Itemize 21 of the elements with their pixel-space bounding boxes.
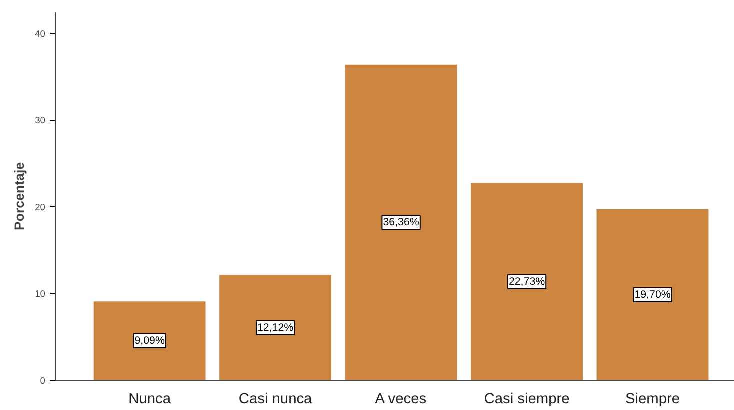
data-label: 9,09% [134,335,166,348]
x-tick-label: A veces [375,392,427,408]
x-tick-label: Nunca [128,392,172,408]
bar [94,302,206,380]
y-tick-label: 40 [35,28,46,39]
data-label: 36,36% [383,216,420,229]
bar [596,210,709,380]
data-label: 12,12% [257,322,294,334]
x-tick-label: Casi siempre [484,392,570,408]
x-tick-label: Casi nunca [238,392,314,408]
data-label: 19,70% [634,289,672,302]
data-label: 22,73% [508,276,546,288]
bar [345,64,458,380]
y-tick-label: 0 [40,376,46,386]
bar [471,183,583,380]
y-axis-title: Porcentaje [12,162,28,231]
x-tick-label: Siempre [625,392,680,408]
y-tick-label: 10 [35,289,46,300]
y-tick-label: 30 [35,116,46,126]
bar [220,275,332,380]
y-tick-label: 20 [35,202,46,212]
